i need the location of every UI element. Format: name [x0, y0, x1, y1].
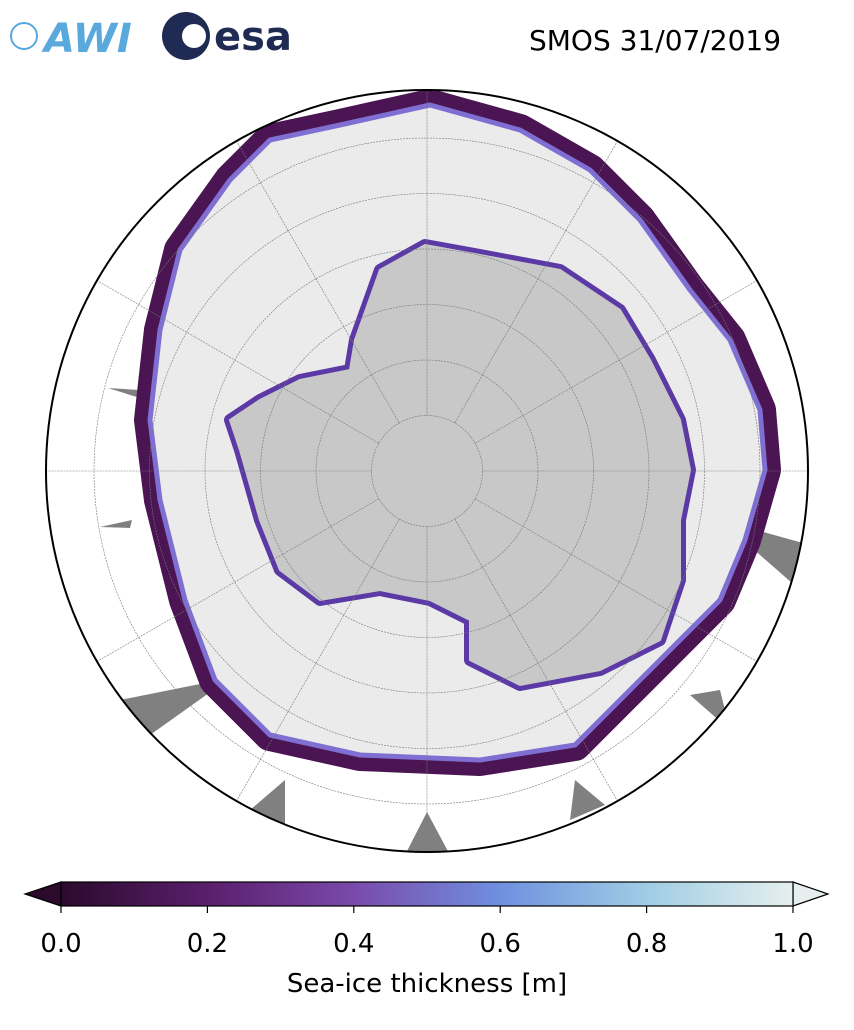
colorbar-tick-label: 0.2: [187, 929, 228, 959]
graticule: [46, 90, 808, 852]
colorbar-tick-label: 0.4: [333, 929, 374, 959]
colorbar-extend-min: [23, 881, 62, 907]
esa-logo: esa: [162, 12, 292, 60]
awi-logo: AWI: [10, 16, 132, 62]
colorbar-label: Sea-ice thickness [m]: [287, 969, 567, 999]
colorbar-tick-label: 0.8: [626, 929, 667, 959]
colorbar-extend-max: [792, 881, 830, 907]
map: [46, 90, 808, 852]
colorbar-tick-label: 1.0: [772, 929, 813, 959]
map-boundary: [45, 89, 809, 853]
colorbar-gradient: [60, 881, 794, 907]
map-title: SMOS 31/07/2019: [529, 24, 781, 57]
antarctica: [228, 243, 692, 687]
awi-logo-text: AWI: [41, 16, 132, 62]
colorbar: 0.0 0.2 0.4 0.6 0.8 1.0 Sea-ice thickness [m]: [23, 881, 830, 999]
esa-logo-text: esa: [214, 14, 292, 60]
colorbar-tick-label: 0.6: [480, 929, 521, 959]
colorbar-tick-label: 0.0: [40, 929, 81, 959]
